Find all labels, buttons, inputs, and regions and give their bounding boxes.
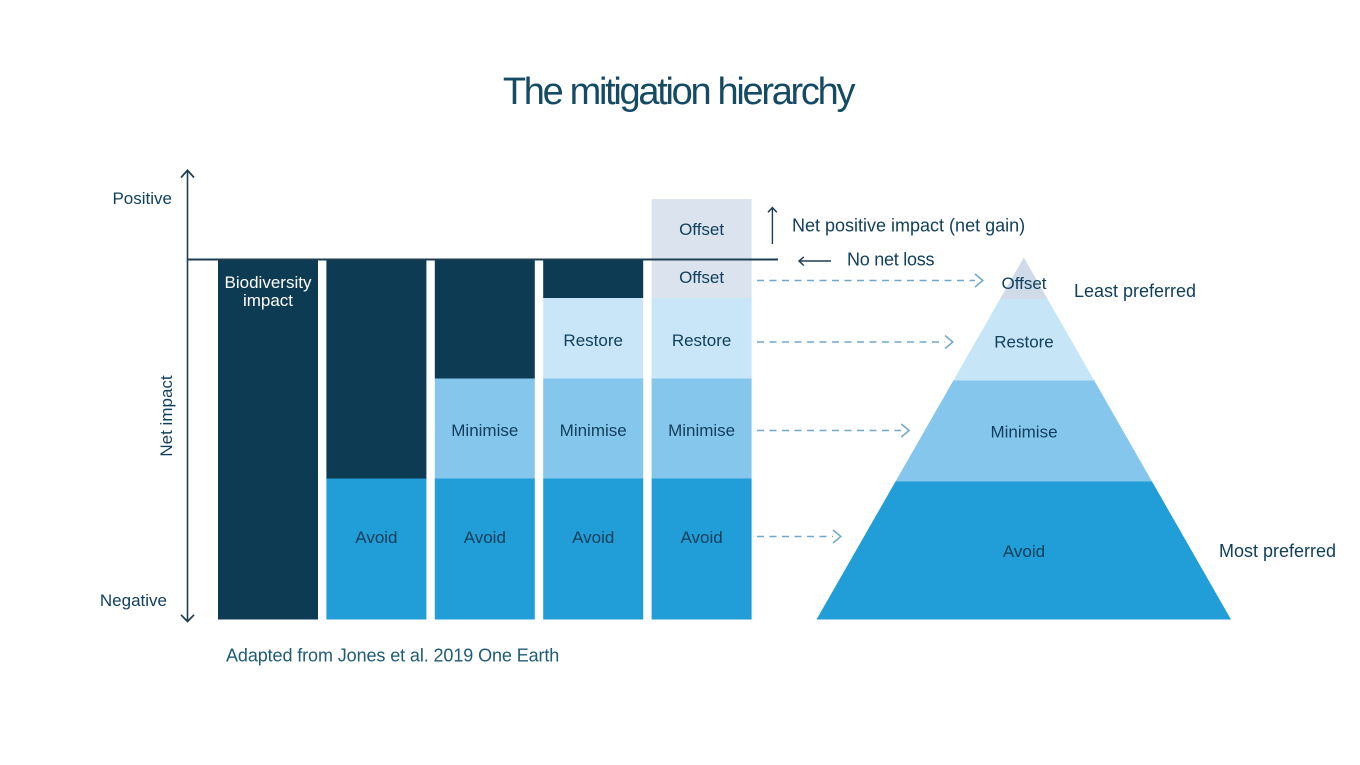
svg-text:Restore: Restore (563, 331, 623, 350)
svg-text:Minimise: Minimise (560, 421, 627, 440)
svg-text:Net impact: Net impact (157, 375, 176, 457)
svg-text:Offset: Offset (679, 268, 724, 287)
svg-text:Positive: Positive (112, 189, 172, 208)
svg-text:Most preferred: Most preferred (1219, 541, 1336, 561)
svg-text:The mitigation hierarchy: The mitigation hierarchy (503, 71, 856, 113)
svg-text:Offset: Offset (679, 220, 724, 239)
svg-text:Net positive impact (net gain): Net positive impact (net gain) (792, 216, 1025, 236)
svg-text:Avoid: Avoid (680, 528, 722, 547)
svg-text:Restore: Restore (672, 331, 732, 350)
svg-text:Biodiversity: Biodiversity (225, 273, 312, 292)
svg-text:Least preferred: Least preferred (1074, 281, 1196, 301)
svg-text:Minimise: Minimise (990, 423, 1057, 442)
svg-text:Avoid: Avoid (464, 528, 506, 547)
svg-text:Offset: Offset (1001, 274, 1046, 293)
svg-text:Minimise: Minimise (668, 421, 735, 440)
svg-text:Adapted from Jones et al. 2019: Adapted from Jones et al. 2019 One Earth (226, 646, 559, 666)
svg-text:No net loss: No net loss (847, 250, 935, 270)
svg-text:Restore: Restore (994, 333, 1054, 352)
svg-text:Avoid: Avoid (355, 528, 397, 547)
svg-text:impact: impact (243, 291, 293, 310)
svg-text:Avoid: Avoid (1003, 542, 1045, 561)
svg-text:Negative: Negative (100, 591, 167, 610)
svg-text:Avoid: Avoid (572, 528, 614, 547)
svg-text:Minimise: Minimise (451, 421, 518, 440)
